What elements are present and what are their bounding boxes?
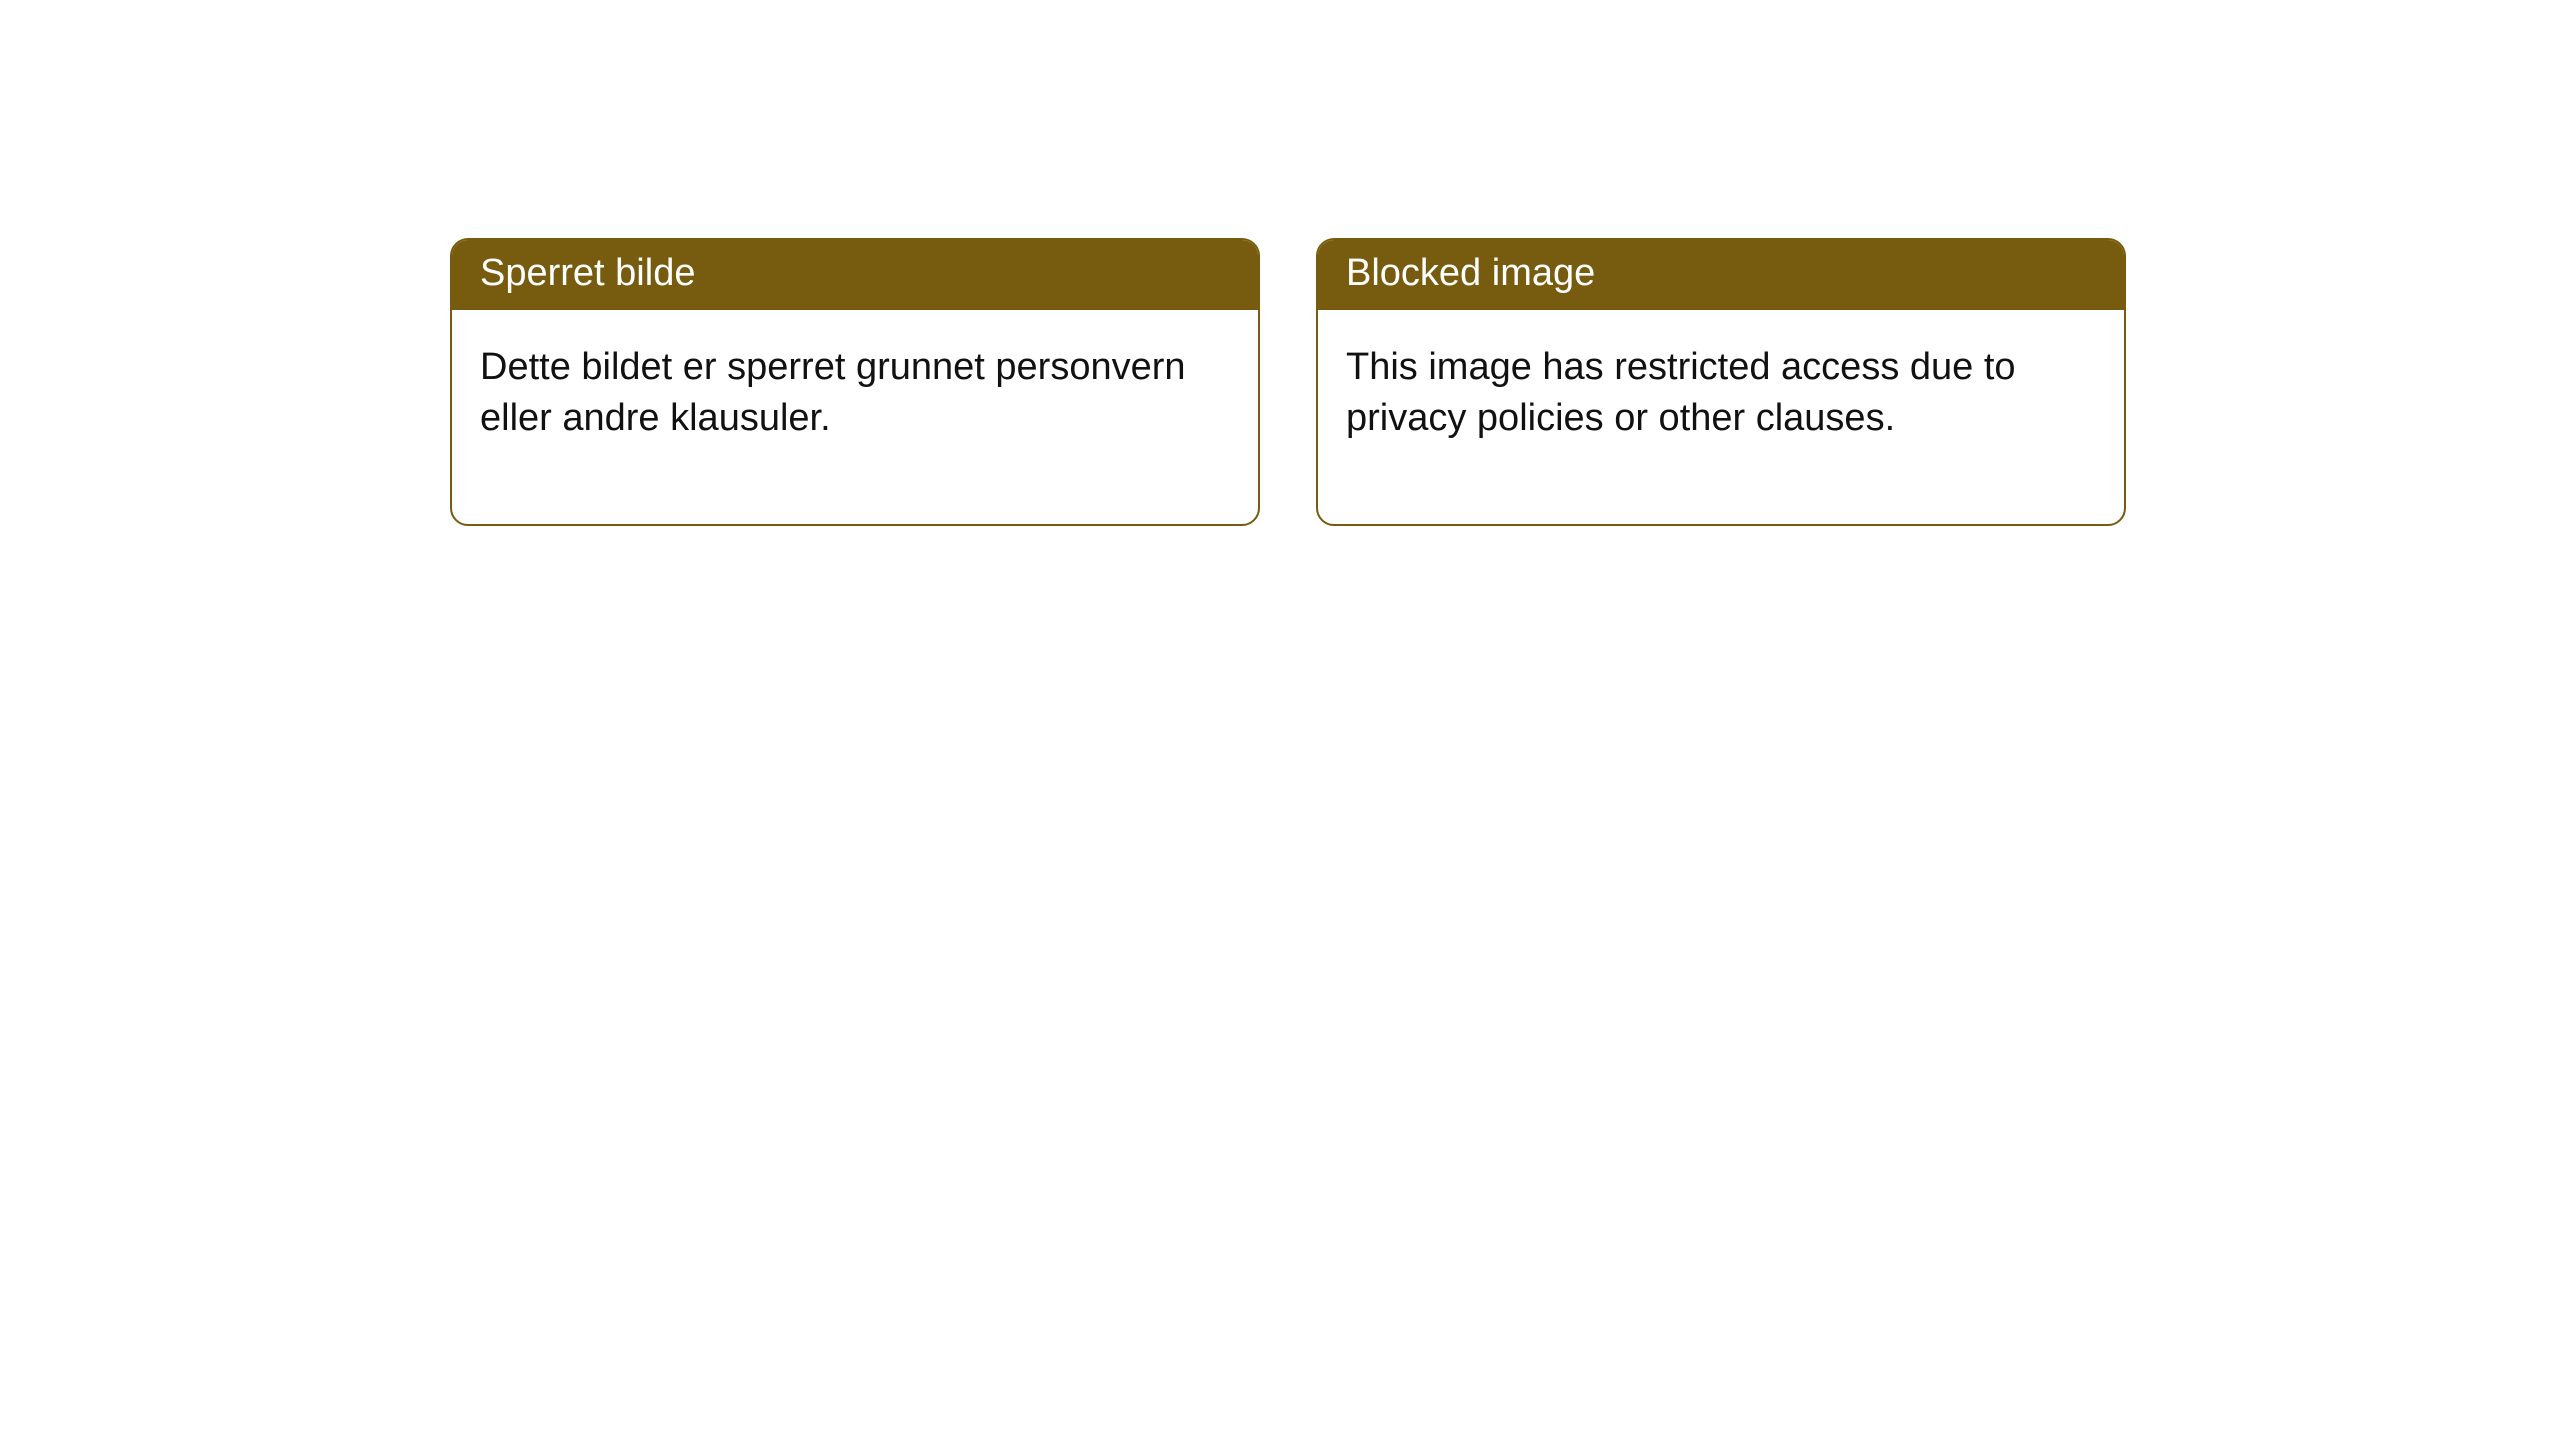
card-body-english: This image has restricted access due to … — [1318, 310, 2124, 525]
card-header-english: Blocked image — [1318, 240, 2124, 310]
notice-card-norwegian: Sperret bilde Dette bildet er sperret gr… — [450, 238, 1260, 526]
notice-container: Sperret bilde Dette bildet er sperret gr… — [0, 0, 2560, 526]
card-body-norwegian: Dette bildet er sperret grunnet personve… — [452, 310, 1258, 525]
notice-card-english: Blocked image This image has restricted … — [1316, 238, 2126, 526]
card-header-norwegian: Sperret bilde — [452, 240, 1258, 310]
